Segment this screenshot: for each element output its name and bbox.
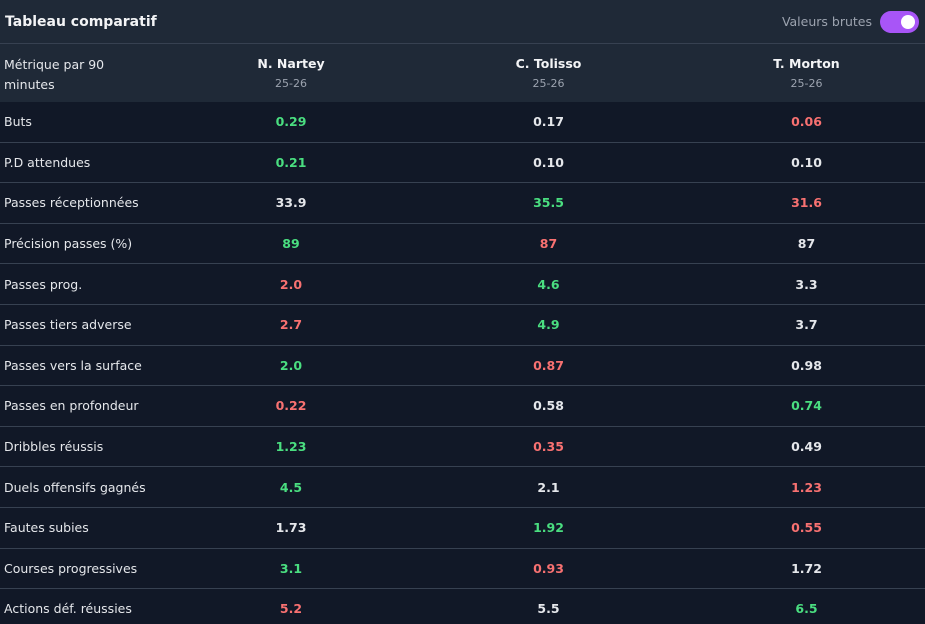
metric-value: 1.92 xyxy=(533,520,564,536)
player-column-header: N. Nartey 25-26 xyxy=(165,44,417,91)
player-season: 25-26 xyxy=(532,77,565,90)
metric-label: Passes réceptionnées xyxy=(4,195,139,211)
metric-label: Fautes subies xyxy=(4,520,89,536)
metric-value: 0.55 xyxy=(791,520,822,536)
raw-values-toggle[interactable] xyxy=(880,10,919,33)
metric-value: 4.9 xyxy=(537,317,560,333)
panel-title: Tableau comparatif xyxy=(5,13,157,30)
player-name: N. Nartey xyxy=(257,56,325,71)
metric-label: P.D attendues xyxy=(4,154,91,170)
table-row: Dribbles réussis 1.23 0.35 0.49 xyxy=(0,427,925,468)
metric-value: 0.35 xyxy=(533,439,564,455)
table-row: Buts 0.29 0.17 0.06 xyxy=(0,102,925,143)
table-row: Passes tiers adverse 2.7 4.9 3.7 xyxy=(0,305,925,346)
metric-value: 1.23 xyxy=(275,439,307,455)
metric-label: Courses progressives xyxy=(4,560,138,576)
metric-value: 2.1 xyxy=(537,479,560,495)
metric-value: 0.58 xyxy=(533,398,564,414)
metric-value: 3.7 xyxy=(795,317,818,333)
metric-value: 2.7 xyxy=(279,317,303,333)
metric-value: 1.23 xyxy=(791,479,822,495)
metric-value: 0.49 xyxy=(791,439,822,455)
player-season: 25-26 xyxy=(790,77,823,90)
metric-label: Dribbles réussis xyxy=(4,439,104,455)
table-row: Passes prog. 2.0 4.6 3.3 xyxy=(0,264,925,305)
table-row: Passes vers la surface 2.0 0.87 0.98 xyxy=(0,346,925,387)
metric-value: 0.10 xyxy=(533,154,564,170)
metric-value: 6.5 xyxy=(795,601,818,617)
toggle-knob xyxy=(901,14,915,29)
metric-value: 0.22 xyxy=(275,398,307,414)
player-name: C. Tolisso xyxy=(515,56,582,71)
table-body: Buts 0.29 0.17 0.06 P.D attendues 0.21 0.10 0.1… xyxy=(0,102,925,624)
metric-value: 3.3 xyxy=(795,276,818,292)
metric-value: 33.9 xyxy=(275,195,307,211)
metric-value: 0.10 xyxy=(791,154,822,170)
metric-label: Passes tiers adverse xyxy=(4,317,132,333)
player-name: T. Morton xyxy=(773,56,840,71)
metric-value: 2.0 xyxy=(279,276,303,292)
metric-value: 87 xyxy=(539,236,558,252)
raw-values-label: Valeurs brutes xyxy=(781,14,872,29)
metric-label: Précision passes (%) xyxy=(4,236,133,252)
metric-value: 1.72 xyxy=(791,560,822,576)
table-row: Précision passes (%) 89 87 87 xyxy=(0,224,925,265)
metric-value: 0.06 xyxy=(791,114,822,130)
metric-value: 5.5 xyxy=(537,601,560,617)
table-header: Métrique par 90 minutes N. Nartey 25-26 … xyxy=(0,44,925,102)
metric-label: Passes prog. xyxy=(4,276,83,292)
table-row: Passes réceptionnées 33.9 35.5 31.6 xyxy=(0,183,925,224)
player-column-header: T. Morton 25-26 xyxy=(680,44,925,91)
metric-label: Passes vers la surface xyxy=(4,357,142,373)
metric-label: Duels offensifs gagnés xyxy=(4,479,146,495)
metric-value: 0.21 xyxy=(275,154,307,170)
metric-value: 0.29 xyxy=(275,114,307,130)
table-row: Actions déf. réussies 5.2 5.5 6.5 xyxy=(0,589,925,624)
metric-value: 89 xyxy=(282,236,300,252)
metric-column-header: Métrique par 90 minutes xyxy=(4,57,105,92)
player-column-header: C. Tolisso 25-26 xyxy=(417,44,680,91)
metric-label: Actions déf. réussies xyxy=(4,601,132,617)
table-row: Fautes subies 1.73 1.92 0.55 xyxy=(0,508,925,549)
metric-value: 0.17 xyxy=(533,114,564,130)
player-season: 25-26 xyxy=(275,77,307,90)
metric-value: 87 xyxy=(797,236,816,252)
table-row: Duels offensifs gagnés 4.5 2.1 1.23 xyxy=(0,467,925,508)
metric-value: 31.6 xyxy=(791,195,822,211)
table-row: P.D attendues 0.21 0.10 0.10 xyxy=(0,143,925,184)
metric-value: 35.5 xyxy=(533,195,564,211)
metric-value: 4.6 xyxy=(537,276,560,292)
metric-value: 5.2 xyxy=(279,601,303,617)
table-row: Passes en profondeur 0.22 0.58 0.74 xyxy=(0,386,925,427)
metric-value: 0.98 xyxy=(791,357,822,373)
raw-values-toggle-group: Valeurs brutes xyxy=(781,10,919,33)
metric-value: 3.1 xyxy=(279,560,303,576)
metric-value: 4.5 xyxy=(279,479,303,495)
metric-value: 0.93 xyxy=(533,560,564,576)
table-row: Courses progressives 3.1 0.93 1.72 xyxy=(0,549,925,590)
panel-header: Tableau comparatif Valeurs brutes xyxy=(0,0,925,44)
metric-value: 1.73 xyxy=(275,520,307,536)
metric-value: 2.0 xyxy=(279,357,303,373)
metric-value: 0.87 xyxy=(533,357,564,373)
metric-value: 0.74 xyxy=(791,398,822,414)
metric-label: Buts xyxy=(4,114,32,130)
metric-label: Passes en profondeur xyxy=(4,398,139,414)
